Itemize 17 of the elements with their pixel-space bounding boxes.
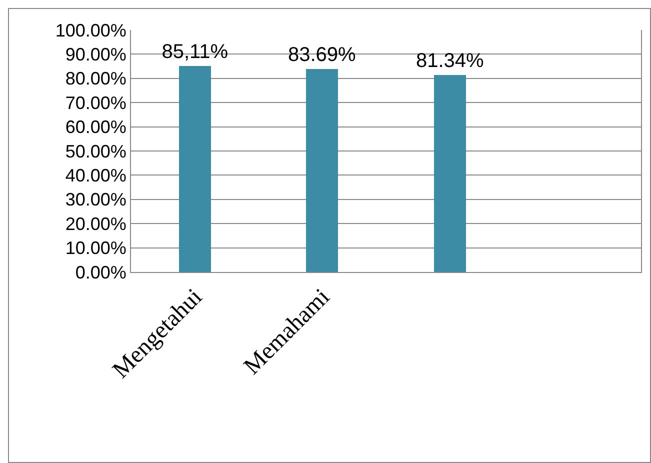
y-tick-label: 50.00% [65,141,126,162]
y-tick-label: 10.00% [65,238,126,258]
y-tick-label: 90.00% [65,44,126,64]
bar [434,75,466,272]
data-label: 81.34% [416,50,484,72]
data-label: 85,11% [162,41,228,63]
bar [179,66,211,272]
y-tick-label: 30.00% [65,190,126,210]
data-label: 83.69% [288,44,356,66]
y-tick-label: 80.00% [65,68,126,89]
y-tick-label: 40.00% [65,166,126,186]
y-tick-label: 20.00% [65,214,126,234]
bar [306,69,338,272]
y-tick-label: 70.00% [65,92,126,113]
y-tick-label: 60.00% [65,117,126,138]
y-tick-label: 100.00% [55,20,126,40]
y-tick-label: 0.00% [75,262,126,282]
